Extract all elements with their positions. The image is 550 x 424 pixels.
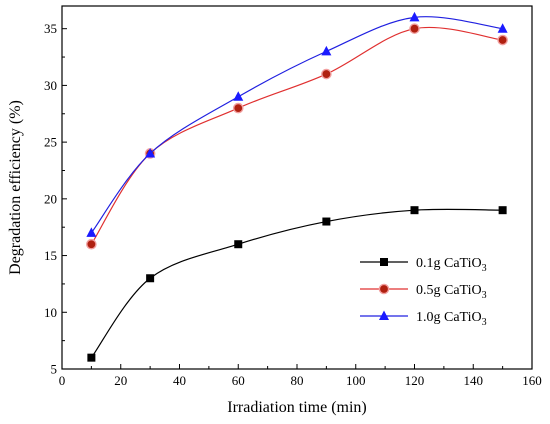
legend-marker — [378, 283, 390, 295]
y-tick-label: 25 — [44, 135, 57, 150]
legend-label: 0.5g CaTiO3 — [416, 283, 487, 301]
legend-label-text: 1.0g CaTiO — [416, 310, 482, 325]
legend-item: 0.5g CaTiO3 — [360, 283, 487, 301]
x-tick-label: 20 — [114, 373, 127, 388]
data-point — [145, 147, 156, 158]
x-tick-label: 160 — [522, 373, 542, 388]
y-tick-label: 5 — [51, 362, 58, 377]
y-tick-label: 10 — [44, 305, 57, 320]
x-tick-label: 100 — [346, 373, 366, 388]
data-point — [86, 227, 97, 237]
data-point — [321, 45, 332, 56]
legend-label-text: 0.5g CaTiO — [416, 283, 482, 298]
x-tick-label: 0 — [59, 373, 66, 388]
legend-marker — [380, 258, 388, 266]
legend-item: 0.1g CaTiO3 — [360, 256, 487, 274]
x-tick-label: 140 — [464, 373, 484, 388]
data-point — [87, 353, 96, 362]
y-tick-label: 20 — [44, 191, 57, 206]
series-line — [90, 208, 503, 359]
series-line — [90, 26, 503, 245]
legend-label-subscript: 3 — [482, 263, 487, 274]
series-layer — [86, 11, 508, 362]
series-2 — [86, 23, 508, 250]
legend-label-subscript: 3 — [482, 317, 487, 328]
data-point — [233, 91, 244, 101]
data-point — [232, 102, 244, 114]
series-line — [90, 16, 503, 234]
legend-label: 0.1g CaTiO3 — [416, 256, 487, 274]
y-tick-label: 15 — [44, 248, 57, 263]
data-point — [410, 206, 419, 215]
legend-marker — [379, 310, 389, 320]
data-point — [322, 217, 331, 226]
data-point — [146, 274, 155, 283]
data-point — [234, 240, 243, 249]
data-point — [497, 23, 508, 33]
legend-item: 1.0g CaTiO3 — [360, 310, 487, 328]
x-axis-title: Irradiation time (min) — [227, 399, 367, 416]
legend-label-subscript: 3 — [482, 290, 487, 301]
data-point — [321, 68, 332, 80]
legend-label-text: 0.1g CaTiO — [416, 256, 482, 271]
x-tick-label: 120 — [405, 373, 425, 388]
y-tick-label: 30 — [44, 78, 57, 93]
y-tick-label: 35 — [44, 21, 57, 36]
legend-label: 1.0g CaTiO3 — [416, 310, 487, 328]
y-axis-title: Degradation efficiency (%) — [7, 100, 24, 275]
data-point — [409, 11, 420, 22]
series-1 — [87, 206, 507, 362]
data-point — [86, 238, 97, 250]
series-3 — [86, 11, 508, 237]
data-point — [498, 206, 507, 215]
x-tick-label: 80 — [291, 373, 304, 388]
y-axis: 5 10 15 20 25 30 35 — [44, 21, 67, 377]
x-axis: 0 20 40 60 80 100 120 140 160 — [59, 364, 542, 388]
x-tick-label: 40 — [173, 373, 186, 388]
x-tick-label: 60 — [232, 373, 245, 388]
data-point — [409, 23, 420, 34]
data-point — [497, 34, 508, 46]
